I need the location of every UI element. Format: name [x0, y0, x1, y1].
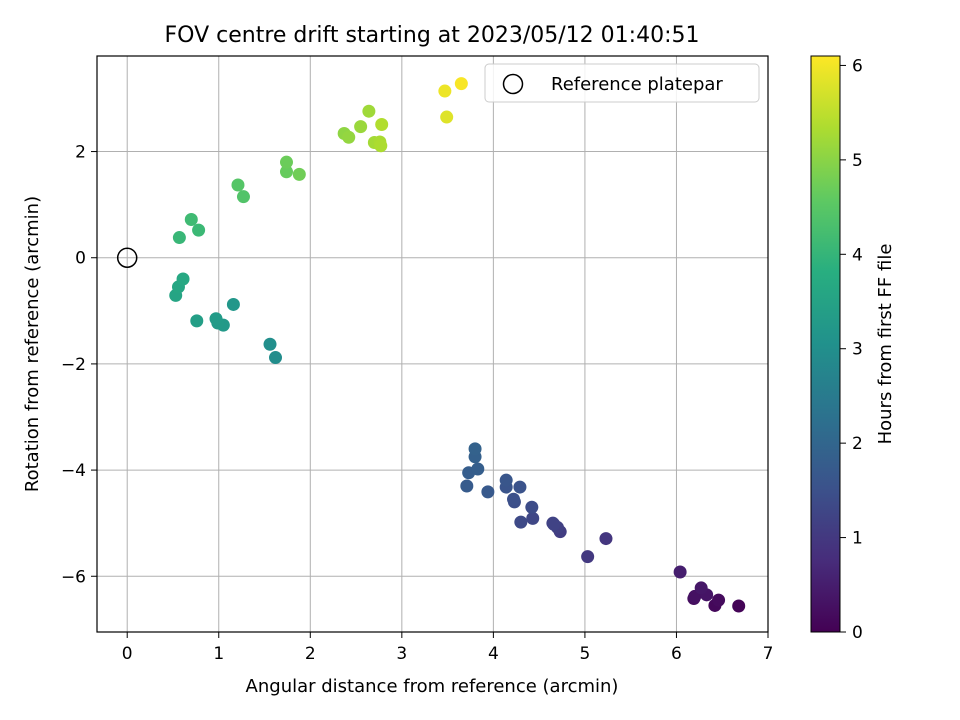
data-point — [375, 117, 389, 131]
legend-entry-label: Reference platepar — [551, 74, 723, 95]
data-point — [581, 550, 595, 564]
colorbar-tick-label: 6 — [852, 56, 863, 76]
data-point — [507, 492, 521, 506]
data-point — [269, 351, 283, 365]
colorbar: 0 1 2 3 4 5 6 Hours from first FF file — [810, 55, 896, 643]
data-point — [481, 485, 495, 499]
x-tick-label: 0 — [122, 644, 133, 664]
y-tick-label: −4 — [61, 461, 86, 481]
data-point — [732, 599, 746, 613]
data-point — [438, 84, 452, 98]
data-point — [525, 500, 539, 514]
data-point — [712, 593, 726, 607]
data-point — [231, 178, 245, 192]
chart-title: FOV centre drift starting at 2023/05/12 … — [165, 23, 700, 48]
colorbar-label: Hours from first FF file — [875, 244, 896, 445]
data-point — [362, 104, 376, 118]
colorbar-tick-label: 3 — [852, 340, 863, 360]
y-tick-label: 2 — [75, 143, 86, 163]
data-point — [192, 223, 206, 237]
data-point — [513, 480, 527, 494]
x-axis-label: Angular distance from reference (arcmin) — [246, 676, 619, 697]
data-point — [374, 139, 388, 153]
data-point — [471, 462, 485, 476]
grid — [97, 56, 769, 632]
axes-frame — [96, 55, 769, 633]
y-tick-label: −2 — [61, 355, 86, 375]
data-point — [673, 565, 687, 579]
colorbar-tick-label: 2 — [852, 434, 863, 454]
data-point — [354, 120, 368, 134]
y-axis: −6 −4 −2 0 2 — [61, 143, 97, 587]
scatter-points — [116, 77, 746, 613]
colorbar-tick-label: 4 — [852, 245, 863, 265]
data-point — [599, 532, 613, 546]
colorbar-tick-label: 1 — [852, 529, 863, 549]
y-tick-label: 0 — [75, 249, 86, 269]
data-point — [440, 110, 454, 124]
data-point — [514, 515, 528, 529]
x-tick-label: 1 — [213, 644, 224, 664]
x-tick-label: 2 — [305, 644, 316, 664]
colorbar-tick-label: 5 — [852, 151, 863, 171]
x-axis: 0 1 2 3 4 5 6 7 — [122, 632, 774, 664]
data-point — [226, 297, 240, 311]
legend-marker — [502, 73, 524, 95]
colorbar-tick-label: 0 — [852, 623, 863, 643]
data-point — [236, 190, 250, 204]
y-axis-label: Rotation from reference (arcmin) — [22, 196, 43, 492]
data-point — [209, 312, 223, 326]
x-tick-label: 3 — [396, 644, 407, 664]
x-tick-label: 5 — [580, 644, 591, 664]
colorbar-ticks: 0 1 2 3 4 5 6 — [840, 56, 863, 643]
data-point — [279, 165, 293, 179]
y-tick-label: −6 — [61, 567, 86, 587]
data-point — [694, 581, 708, 595]
data-point — [342, 130, 356, 144]
data-point — [526, 511, 540, 525]
data-point — [454, 77, 468, 91]
data-point — [176, 272, 190, 286]
x-tick-label: 7 — [763, 644, 774, 664]
data-point — [279, 155, 293, 169]
colorbar-gradient — [810, 55, 841, 633]
data-point — [172, 231, 186, 245]
data-point — [460, 479, 474, 493]
legend-box — [484, 63, 760, 103]
data-point — [547, 517, 561, 531]
data-point — [184, 213, 198, 227]
x-tick-label: 4 — [488, 644, 499, 664]
reference-platepar-marker — [116, 247, 138, 268]
data-point — [190, 314, 204, 328]
data-point — [468, 442, 482, 456]
data-point — [499, 473, 513, 487]
data-point — [292, 167, 306, 181]
data-point — [263, 337, 277, 351]
x-tick-label: 6 — [671, 644, 682, 664]
legend: Reference platepar — [484, 63, 760, 103]
